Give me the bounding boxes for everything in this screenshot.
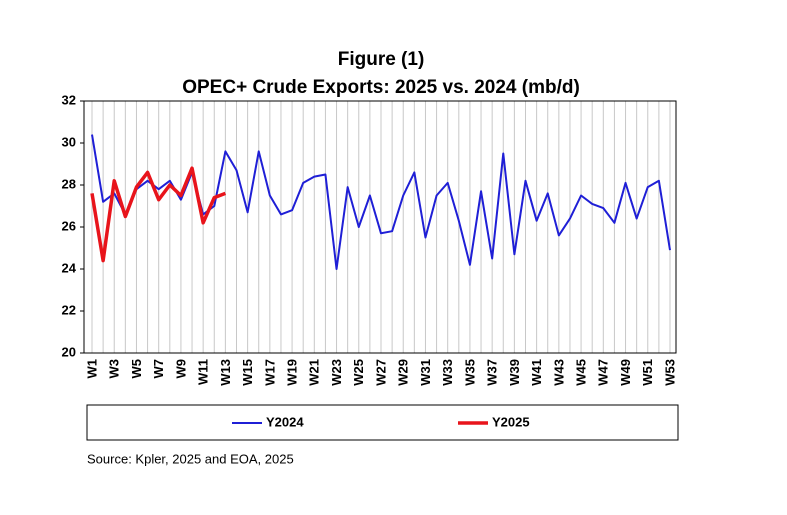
x-tick-label: W5 (129, 359, 144, 379)
legend-label: Y2024 (266, 414, 304, 429)
series-line (90, 166, 227, 263)
x-tick-label: W51 (640, 359, 655, 386)
chart-subtitle: OPEC+ Crude Exports: 2025 vs. 2024 (mb/d… (182, 77, 580, 98)
x-tick-label: W23 (329, 359, 344, 386)
y-tick-label: 32 (62, 92, 76, 107)
y-tick-label: 28 (62, 176, 76, 191)
x-tick-label: W53 (662, 359, 677, 386)
x-tick-label: W29 (396, 359, 411, 386)
x-tick-label: W3 (107, 359, 122, 379)
source-note: Source: Kpler, 2025 and EOA, 2025 (87, 451, 294, 466)
legend-label: Y2025 (492, 414, 530, 429)
x-tick-label: W21 (307, 359, 322, 386)
x-tick-label: W7 (151, 359, 166, 379)
x-tick-label: W37 (485, 359, 500, 386)
chart-title: Figure (1) (338, 49, 425, 70)
x-tick-label: W47 (596, 359, 611, 386)
x-tick-label: W31 (418, 359, 433, 386)
x-tick-label: W9 (173, 359, 188, 379)
x-tick-label: W19 (285, 359, 300, 386)
x-tick-label: W1 (84, 359, 99, 379)
x-tick-label: W11 (196, 359, 211, 385)
x-tick-label: W25 (351, 359, 366, 386)
x-tick-label: W15 (240, 359, 255, 386)
x-tick-label: W27 (373, 359, 388, 386)
x-tick-label: W17 (262, 359, 277, 386)
y-tick-label: 24 (62, 260, 77, 275)
x-tick-label: W45 (574, 359, 589, 386)
legend-box (86, 404, 679, 441)
x-tick-label: W13 (218, 359, 233, 386)
x-tick-label: W33 (440, 359, 455, 386)
x-tick-label: W39 (507, 359, 522, 386)
x-tick-label: W43 (551, 359, 566, 386)
x-tick-label: W49 (618, 359, 633, 386)
x-tick-label: W41 (529, 359, 544, 386)
x-tick-label: W35 (462, 359, 477, 386)
y-tick-label: 22 (62, 302, 76, 317)
y-tick-label: 30 (62, 134, 76, 149)
y-tick-label: 20 (62, 344, 76, 359)
y-tick-label: 26 (62, 218, 76, 233)
